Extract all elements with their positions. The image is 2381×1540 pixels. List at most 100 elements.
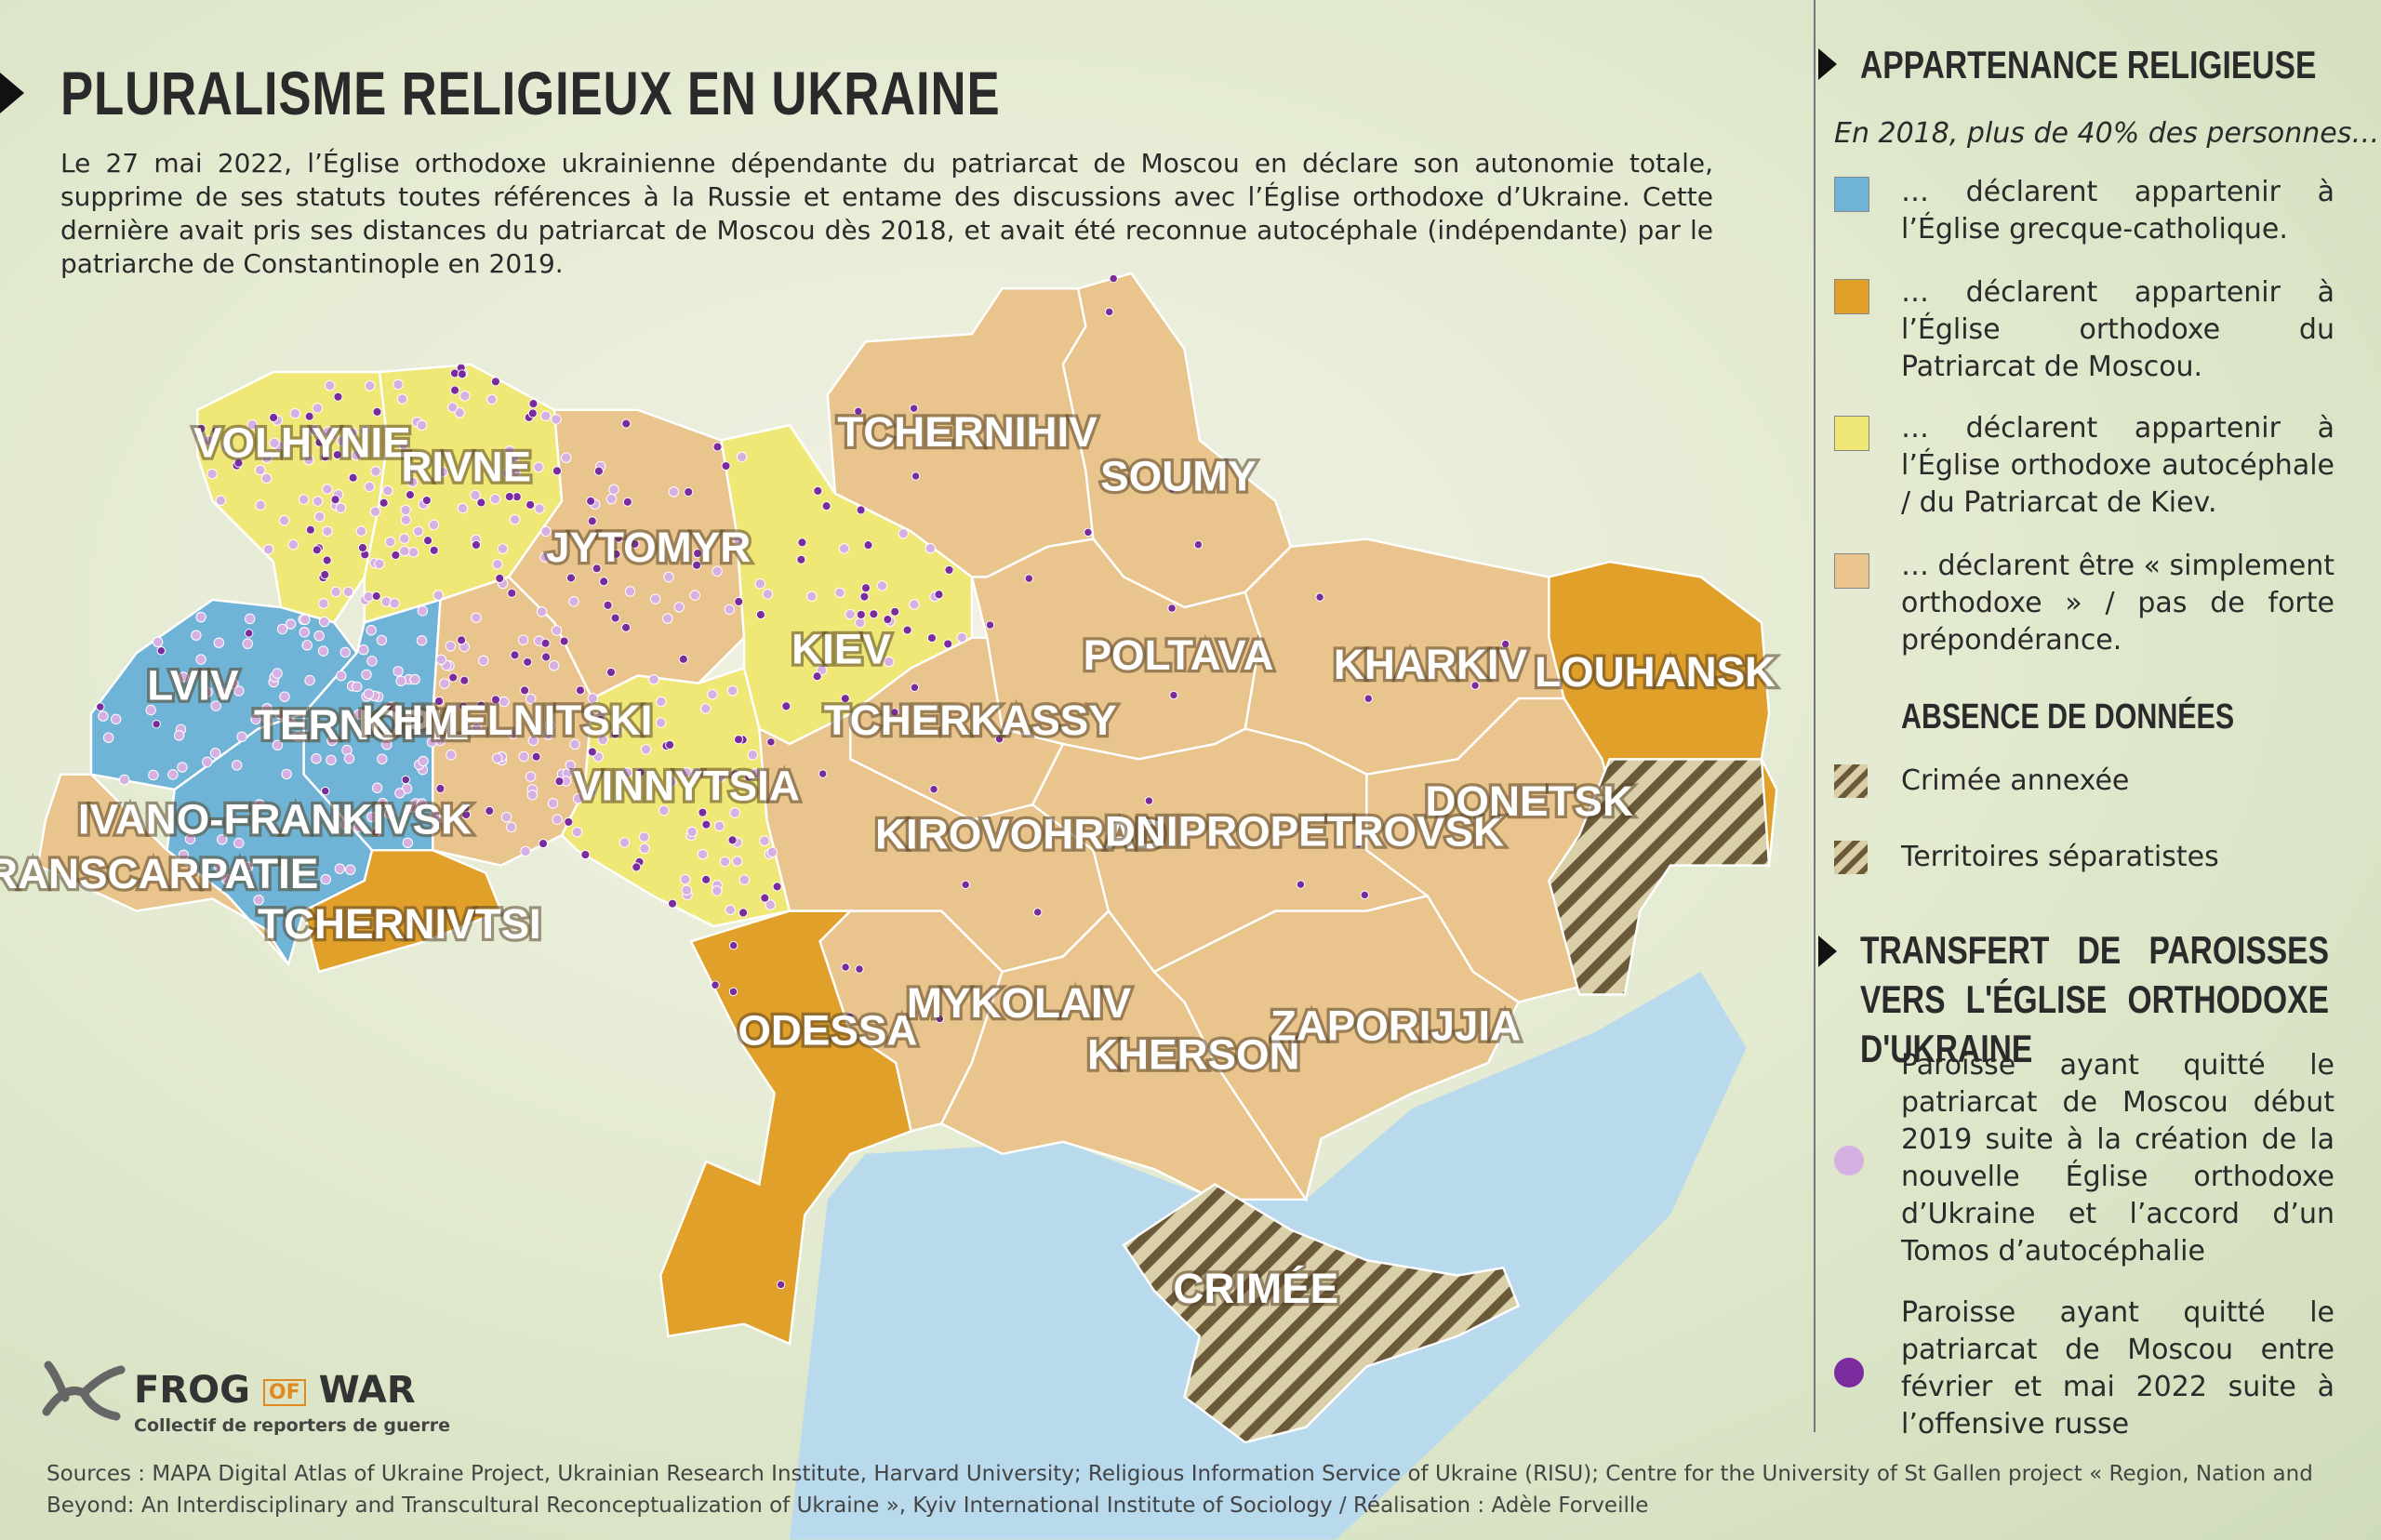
parish-dot: [377, 797, 389, 809]
parish-dot: [856, 609, 866, 619]
parish-dot: [595, 714, 605, 724]
parish-dot: [215, 495, 227, 506]
parish-dot: [525, 771, 537, 782]
parish-dot: [339, 818, 352, 830]
parish-dot: [508, 452, 520, 464]
parish-dot: [233, 458, 244, 468]
parish-dot: [470, 489, 481, 501]
parish-dot: [541, 652, 552, 662]
swatch: [1834, 416, 1869, 451]
parish-dot: [312, 403, 324, 414]
dot-symbol: [1834, 1146, 1864, 1175]
parish-dot: [1363, 694, 1374, 703]
parish-dot: [692, 560, 702, 570]
parish-dot: [391, 550, 401, 561]
parish-dot: [202, 686, 213, 698]
parish-dot: [724, 604, 736, 616]
parish-dot: [681, 884, 692, 896]
parish-dot: [242, 861, 254, 872]
parish-dot: [898, 528, 909, 539]
parish-dot: [796, 554, 806, 564]
parish-dot: [313, 631, 325, 642]
parish-dot: [639, 843, 650, 855]
parish-dot: [119, 774, 130, 786]
parish-dot: [929, 784, 938, 794]
parish-dot: [389, 598, 400, 609]
parish-dot: [635, 767, 645, 777]
parish-dot: [320, 569, 330, 580]
parish-dot: [1109, 273, 1118, 284]
parish-dot: [184, 833, 196, 845]
sources: Sources : MAPA Digital Atlas of Ukraine …: [47, 1462, 2313, 1518]
parish-dot: [369, 506, 381, 517]
parish-dot: [206, 468, 218, 480]
parish-dot: [320, 873, 331, 885]
legend-marker: [1818, 48, 1837, 80]
parish-dot: [322, 525, 333, 538]
parish-dot: [926, 632, 938, 644]
parish-dot: [409, 710, 421, 723]
legend-item: … déclarent appartenir à l’Église orthod…: [1901, 412, 2334, 519]
parish-dot: [398, 439, 409, 451]
parish-dot: [738, 908, 749, 918]
parish-dot: [402, 837, 414, 849]
parish-dot: [559, 636, 569, 646]
parish-dot: [719, 856, 731, 868]
parish-dot: [813, 485, 823, 496]
parish-dot: [762, 589, 774, 600]
parish-dot: [539, 551, 551, 563]
parish-dot: [525, 499, 536, 510]
parish-dot: [303, 454, 314, 466]
parish-dot: [359, 425, 370, 437]
logo-tagline: Collectif de reporters de guerre: [134, 1415, 451, 1436]
parish-dot: [961, 880, 970, 890]
swatch: [1834, 177, 1869, 212]
parish-dot: [353, 709, 365, 720]
parish-dot: [383, 808, 395, 819]
parish-dot: [765, 899, 776, 910]
parish-dot: [399, 533, 410, 544]
parish-dot: [1024, 574, 1034, 583]
parish-dot: [361, 669, 372, 681]
parish-dot: [520, 685, 530, 696]
parish-dot: [500, 811, 512, 823]
parish-dot: [330, 495, 340, 505]
legend-marker: [1818, 936, 1837, 967]
dot-symbol: [1834, 1358, 1864, 1387]
parish-dot: [236, 731, 247, 742]
parish-dot: [841, 962, 850, 972]
parish-dot: [568, 596, 579, 607]
parish-dot: [884, 656, 895, 668]
parish-dot: [244, 613, 256, 625]
legend-item: Paroisse ayant quitté le patriarcat de M…: [1901, 1296, 2334, 1440]
parish-dot: [1315, 592, 1324, 602]
parish-dot: [435, 654, 447, 666]
parish-dot: [1104, 307, 1114, 317]
parish-dot: [485, 805, 495, 816]
parish-dot: [585, 786, 597, 797]
parish-dot: [540, 638, 551, 648]
region: [196, 370, 389, 624]
parish-dot: [711, 980, 720, 989]
region: [1122, 1183, 1521, 1444]
parish-dot: [352, 821, 365, 833]
parish-dot: [744, 772, 754, 782]
parish-dot: [292, 731, 303, 742]
region-label: TERNOPIL: [254, 701, 469, 749]
parish-dot: [358, 644, 369, 656]
parish-dot: [1360, 890, 1370, 900]
parish-dot: [335, 502, 347, 513]
parish-dot: [504, 491, 514, 502]
region-label: DNIPROPETROVSK: [1105, 807, 1504, 855]
parish-dot: [1296, 880, 1306, 889]
parish-dot: [177, 762, 188, 773]
parish-dot: [400, 504, 411, 516]
parish-dot: [450, 385, 460, 395]
parish-dot: [728, 940, 738, 950]
parish-dot: [506, 821, 517, 833]
parish-dot: [772, 882, 782, 892]
parish-dot: [552, 814, 563, 825]
parish-dot: [304, 674, 315, 686]
